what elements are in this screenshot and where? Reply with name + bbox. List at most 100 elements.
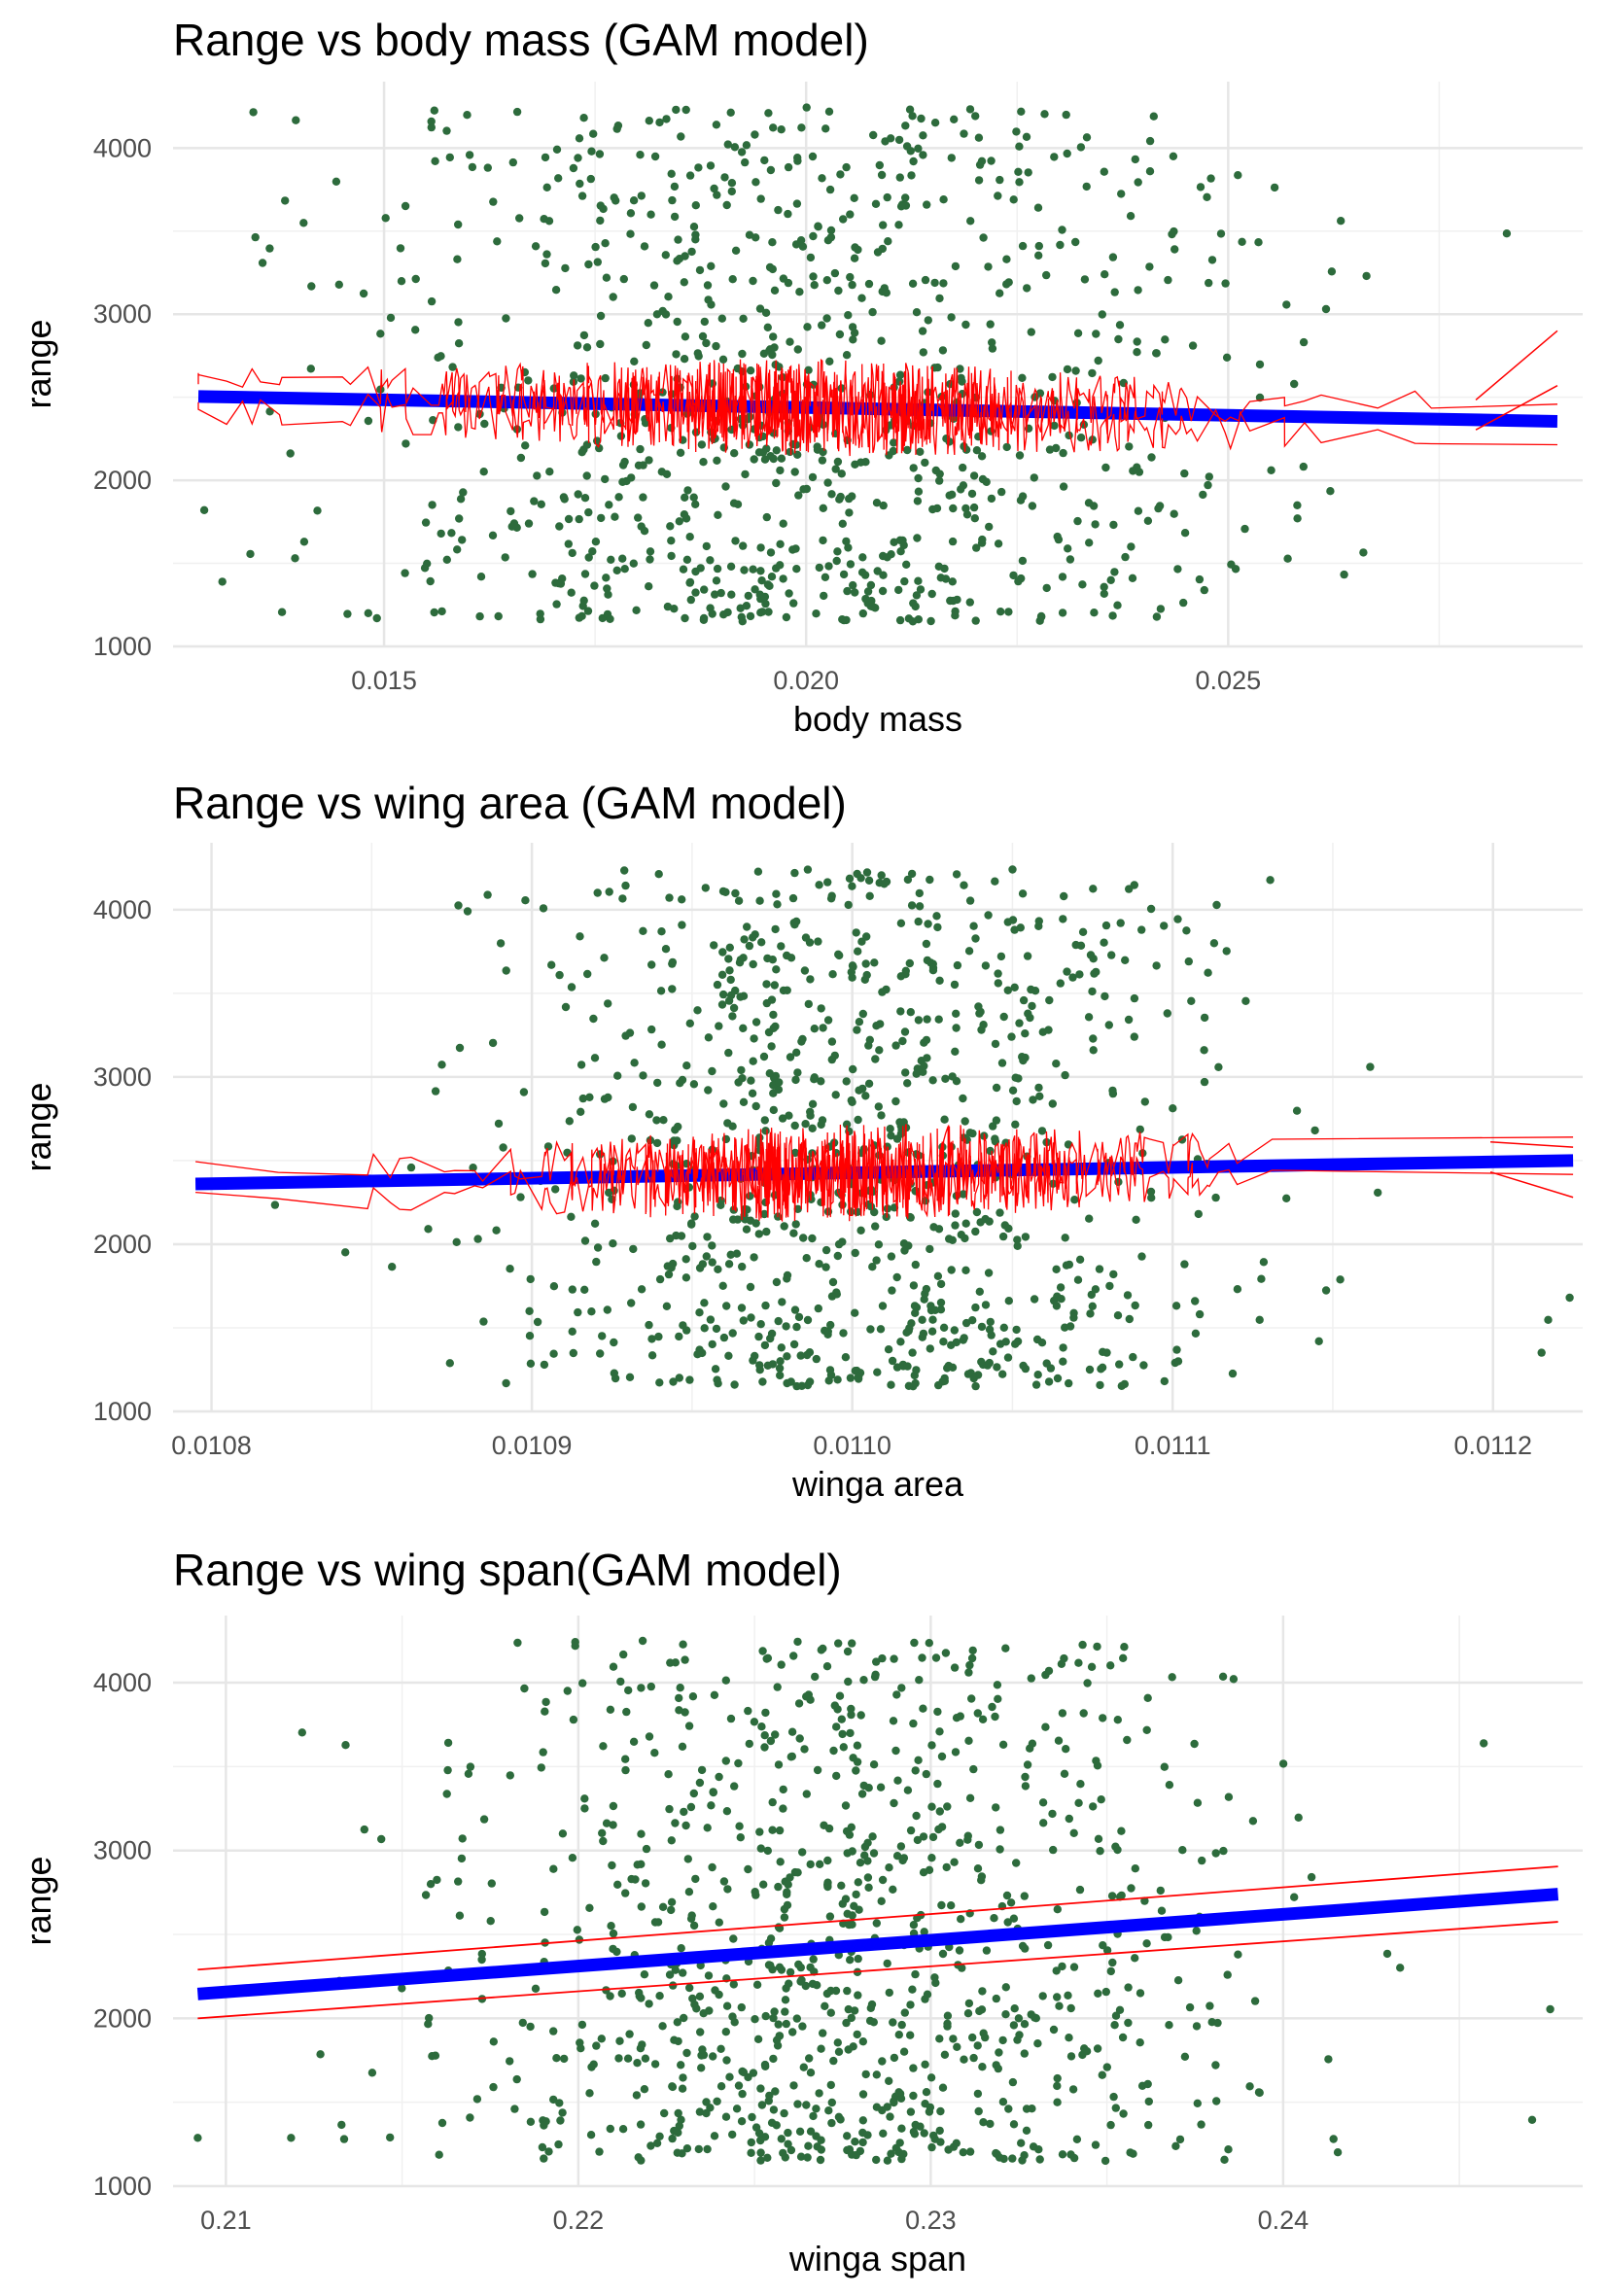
confidence-lower-tail (1475, 385, 1558, 431)
data-point (915, 1676, 924, 1685)
data-point (777, 2135, 786, 2143)
data-point (299, 538, 309, 546)
data-point (729, 1215, 738, 1224)
data-point (847, 1096, 856, 1105)
data-point (919, 1868, 928, 1877)
data-point (442, 1790, 451, 1798)
data-point (684, 1888, 694, 1896)
data-point (756, 543, 765, 552)
data-point (802, 1254, 811, 1263)
data-point (680, 2013, 688, 2023)
data-point (364, 609, 372, 617)
data-point (668, 985, 677, 993)
data-point (1002, 280, 1011, 289)
data-point (873, 248, 883, 257)
data-point (992, 2148, 1000, 2158)
data-point (707, 300, 716, 309)
data-point (710, 2132, 719, 2140)
data-point (1185, 2002, 1195, 2012)
data-point (1113, 601, 1122, 609)
data-point (729, 499, 739, 507)
data-point (685, 1983, 694, 1993)
data-point (1043, 1940, 1053, 1950)
data-point (841, 1895, 851, 1903)
data-point (756, 2156, 765, 2165)
data-point (838, 615, 847, 624)
data-point (476, 573, 486, 581)
data-point (621, 1765, 630, 1775)
data-point (847, 2013, 856, 2023)
data-point (1050, 1296, 1059, 1305)
data-point (448, 363, 457, 371)
data-point (1143, 1693, 1152, 1702)
data-point (948, 537, 958, 546)
data-point (580, 1804, 589, 1813)
data-point (734, 896, 744, 905)
data-point (910, 1302, 920, 1310)
data-point (729, 1980, 738, 1989)
data-point (479, 1815, 489, 1824)
data-point (1125, 885, 1134, 893)
data-point (728, 2012, 737, 2021)
data-point (1040, 110, 1049, 119)
data-point (623, 2054, 633, 2063)
data-point (265, 407, 274, 416)
data-point (892, 1690, 901, 1699)
data-point (844, 1677, 853, 1687)
data-point (1216, 229, 1226, 238)
data-point (1097, 1795, 1105, 1804)
data-point (770, 2007, 779, 2016)
data-point (1173, 565, 1182, 574)
data-point (845, 874, 855, 883)
data-point (518, 2018, 527, 2028)
data-point (974, 133, 984, 142)
data-point (455, 514, 464, 523)
data-point (724, 1260, 734, 1269)
data-point (669, 1377, 678, 1386)
data-point (686, 595, 695, 605)
data-point (618, 477, 627, 486)
data-point (662, 470, 672, 478)
data-point (1030, 1295, 1039, 1304)
data-point (1283, 554, 1292, 563)
data-point (1058, 1709, 1067, 1718)
data-point (890, 538, 898, 546)
data-point (971, 112, 980, 121)
data-point (781, 2007, 789, 2016)
data-point (445, 153, 454, 162)
data-point (756, 194, 765, 203)
data-point (890, 1654, 898, 1663)
data-point (1133, 337, 1141, 346)
data-point (475, 611, 484, 621)
data-point (1095, 1265, 1104, 1273)
data-point (949, 2035, 958, 2043)
data-point (1197, 2120, 1205, 2129)
data-point (782, 612, 791, 622)
data-point (890, 1798, 898, 1808)
data-point (721, 2028, 730, 2036)
data-point (591, 538, 601, 546)
data-point (730, 1380, 739, 1389)
data-point (694, 163, 703, 172)
data-point (689, 1921, 699, 1931)
data-point (969, 1764, 978, 1774)
data-point (540, 215, 548, 224)
data-point (955, 1946, 964, 1955)
data-point (914, 144, 923, 153)
data-point (593, 1243, 603, 1252)
data-point (979, 2118, 988, 2127)
data-point (561, 263, 570, 273)
data-point (580, 1285, 589, 1294)
data-point (670, 1136, 679, 1145)
data-point (602, 273, 611, 282)
data-point (886, 1125, 894, 1133)
data-point (430, 106, 438, 115)
data-point (936, 1298, 946, 1307)
data-point (1027, 328, 1036, 336)
data-point (915, 888, 924, 898)
data-point (585, 1903, 594, 1912)
data-point (661, 945, 671, 954)
data-point (1034, 1083, 1043, 1093)
data-point (674, 1122, 682, 1131)
data-point (372, 613, 381, 623)
